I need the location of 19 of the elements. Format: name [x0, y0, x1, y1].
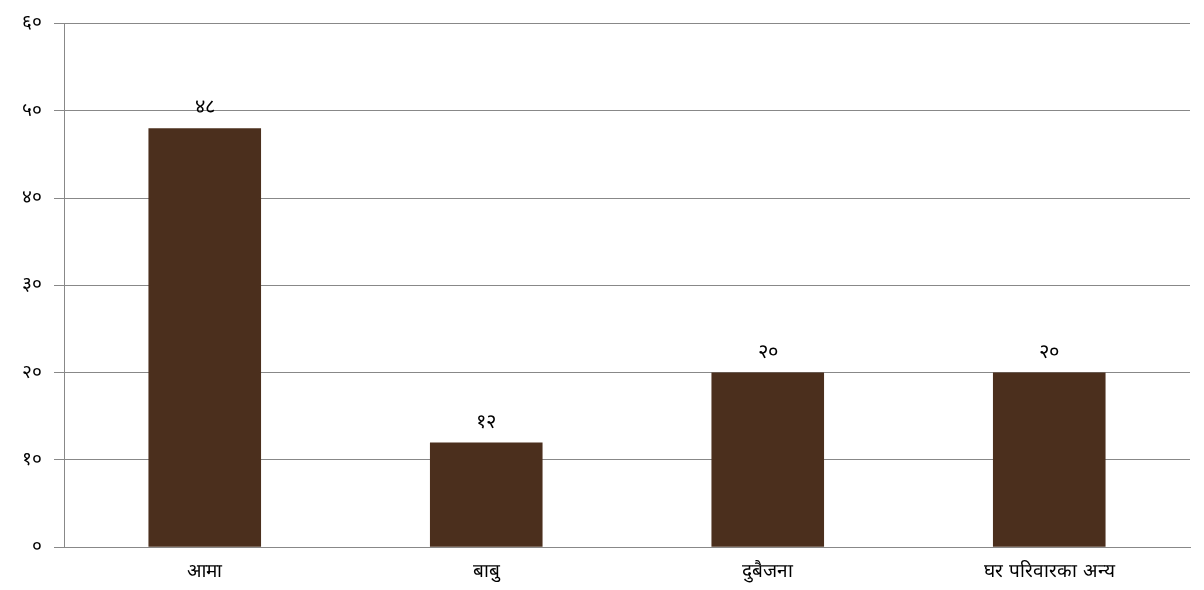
y-tick-label: ६० — [22, 10, 42, 33]
x-tick-label: बाबु — [472, 558, 501, 583]
y-tick-label: १० — [22, 446, 42, 469]
y-tick-label: २० — [22, 359, 42, 382]
bar — [992, 372, 1106, 547]
data-label: २० — [757, 338, 778, 363]
x-tick-label: दुबैजना — [742, 558, 795, 583]
x-tick-label: आमा — [187, 558, 224, 581]
bar — [711, 372, 825, 547]
y-tick-label: ३० — [22, 272, 42, 295]
y-tick-label: ४० — [22, 184, 42, 207]
y-tick-label: ० — [32, 534, 42, 557]
y-tick-label: ५० — [22, 97, 42, 120]
data-label: १२ — [476, 408, 497, 433]
x-tick-label: घर परिवारका अन्य — [983, 558, 1116, 581]
data-label: ४८ — [194, 94, 215, 119]
bar — [148, 128, 262, 547]
data-label: २० — [1039, 338, 1060, 363]
bar — [429, 442, 543, 547]
